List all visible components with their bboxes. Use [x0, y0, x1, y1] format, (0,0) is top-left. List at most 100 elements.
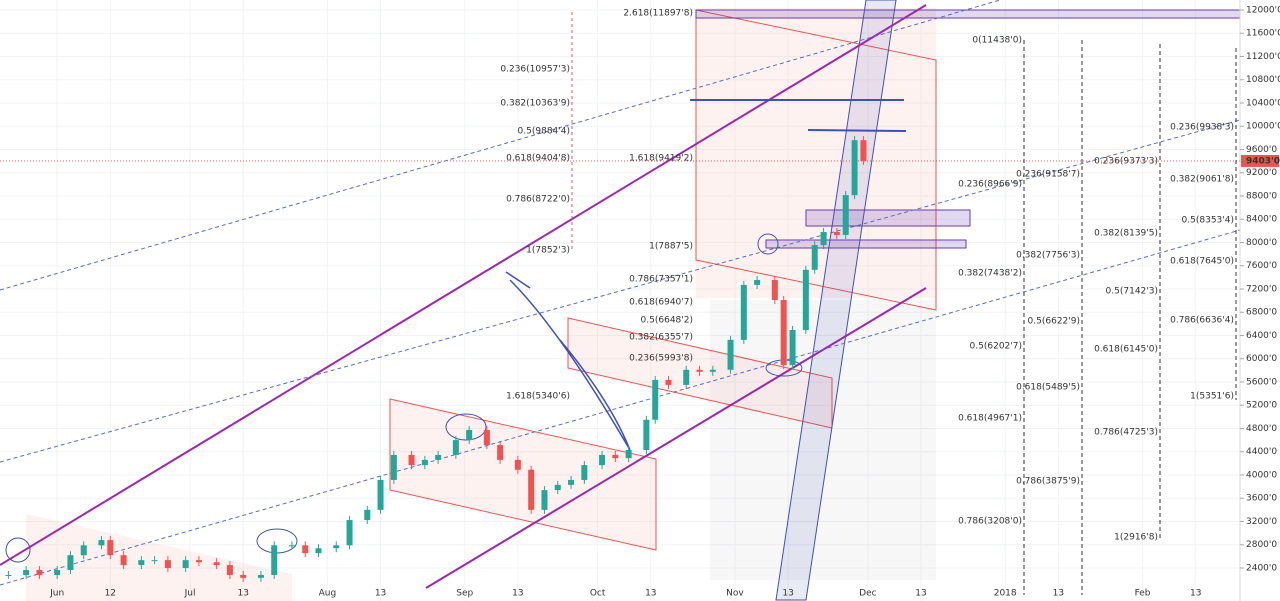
candle — [80, 545, 87, 556]
candle — [257, 574, 264, 578]
circle — [757, 233, 779, 255]
candle — [754, 279, 761, 285]
fib-label: 0.236(10957'3) — [500, 65, 570, 75]
y-tick-label: 4000'0 — [1246, 470, 1277, 480]
fib-label: 0.786(4725'3) — [1094, 428, 1158, 438]
candle — [581, 465, 588, 480]
candle — [771, 279, 778, 301]
candle — [36, 570, 43, 575]
fib-label: 0.382(8139'5) — [1094, 229, 1158, 239]
y-tick-label: 6800'0 — [1246, 308, 1277, 318]
fib-label: 0.382(7756'3) — [1016, 251, 1080, 261]
y-tick-label: 9600'0 — [1246, 145, 1277, 155]
last-price-label: 9403'0 — [1246, 156, 1280, 166]
candle — [182, 560, 189, 568]
candle — [643, 419, 650, 450]
candle — [851, 140, 858, 196]
fib-label: 0.236(9938'3) — [1170, 123, 1234, 133]
fib-label: 0.618(5489'5) — [1016, 383, 1080, 393]
channel — [389, 398, 657, 551]
trend-line — [0, 4, 927, 566]
fib-label: 2.618(11897'8) — [623, 9, 693, 19]
candle — [727, 339, 734, 370]
zone — [765, 239, 967, 249]
candle — [151, 560, 158, 562]
candle — [195, 560, 202, 563]
fib-label: 0.618(7645'0) — [1170, 257, 1234, 267]
x-tick-label: Jul — [184, 589, 196, 599]
y-tick-label: 10000'0 — [1246, 122, 1280, 132]
candle — [23, 570, 30, 575]
x-tick-label: Feb — [1135, 589, 1151, 599]
candle — [107, 540, 114, 556]
fib-label: 0.5(6622'9) — [1028, 317, 1080, 327]
candle — [452, 440, 459, 455]
trend-line — [0, 229, 1241, 586]
y-tick-label: 6400'0 — [1246, 331, 1277, 341]
circle — [445, 413, 487, 441]
candle — [67, 555, 74, 571]
y-tick-label: 8800'0 — [1246, 191, 1277, 201]
y-tick-label: 4800'0 — [1246, 424, 1277, 434]
candle — [302, 545, 309, 554]
candle — [528, 469, 535, 510]
fib-label: 0(11438'0) — [972, 36, 1022, 46]
drawings — [0, 0, 1241, 601]
y-tick-label: 8000'0 — [1246, 238, 1277, 248]
fib-label: 0.618(6940'7) — [629, 298, 693, 308]
axes: 2400'0 2800'0 3200'0 3600'0 4000'0 4400'0 4800… — [49, 5, 1280, 598]
y-tick-label: 8400'0 — [1246, 215, 1277, 225]
candle — [789, 329, 796, 366]
fib-label: 0.382(6355'7) — [629, 333, 693, 343]
price-axis — [1240, 0, 1280, 601]
annotations: 0.236(10957'3) 0.382(10363'9) 0.5(9884'4) 0… — [500, 9, 1234, 543]
last-price-tag — [1241, 154, 1279, 167]
trend-line — [0, 119, 1241, 463]
x-tick-label: 13 — [645, 589, 656, 599]
candle — [466, 429, 473, 441]
fib-label: 1(5351'6) — [1190, 392, 1234, 402]
candle — [138, 560, 145, 566]
fib-label: 0.5(8353'4) — [1182, 216, 1234, 226]
candle — [554, 484, 561, 491]
x-tick-label: Sep — [456, 589, 473, 599]
fib-label: 0.5(7142'3) — [1106, 287, 1158, 297]
candle — [740, 284, 747, 340]
y-tick-label: 3200'0 — [1246, 517, 1277, 527]
fib-label: 1(7887'5) — [649, 242, 693, 252]
candle — [364, 509, 371, 521]
y-tick-label: 6000'0 — [1246, 354, 1277, 364]
freehand — [505, 271, 631, 451]
fib-label: 0.382(9061'8) — [1170, 175, 1234, 185]
candle — [652, 379, 659, 420]
candle — [709, 369, 716, 372]
candle — [98, 540, 105, 546]
candle — [842, 195, 849, 235]
x-tick-label: 13 — [375, 589, 386, 599]
candle — [820, 232, 827, 246]
y-tick-label: 11600'0 — [1246, 29, 1280, 39]
y-tick-label: 2800'0 — [1246, 540, 1277, 550]
candle — [408, 454, 415, 466]
candle — [421, 459, 428, 466]
time-zone — [710, 300, 936, 580]
x-tick-label: 13 — [237, 589, 248, 599]
y-tick-label: 5600'0 — [1246, 377, 1277, 387]
candle — [802, 269, 809, 330]
candle — [333, 545, 340, 549]
candle — [780, 300, 787, 366]
candle — [54, 570, 61, 575]
candle — [240, 574, 247, 578]
candle — [213, 562, 220, 566]
fib-label: 0.5(6648'2) — [641, 316, 693, 326]
candle — [568, 479, 575, 485]
candle — [5, 574, 12, 576]
fib-label: 1.618(5340'6) — [506, 392, 570, 402]
y-tick-label: 10400'0 — [1246, 98, 1280, 108]
x-tick-label: Aug — [319, 589, 337, 599]
candle — [120, 555, 127, 566]
y-tick-label: 12000'0 — [1246, 5, 1280, 15]
candle — [271, 545, 278, 575]
fib-label: 0.786(3208'0) — [958, 517, 1022, 527]
